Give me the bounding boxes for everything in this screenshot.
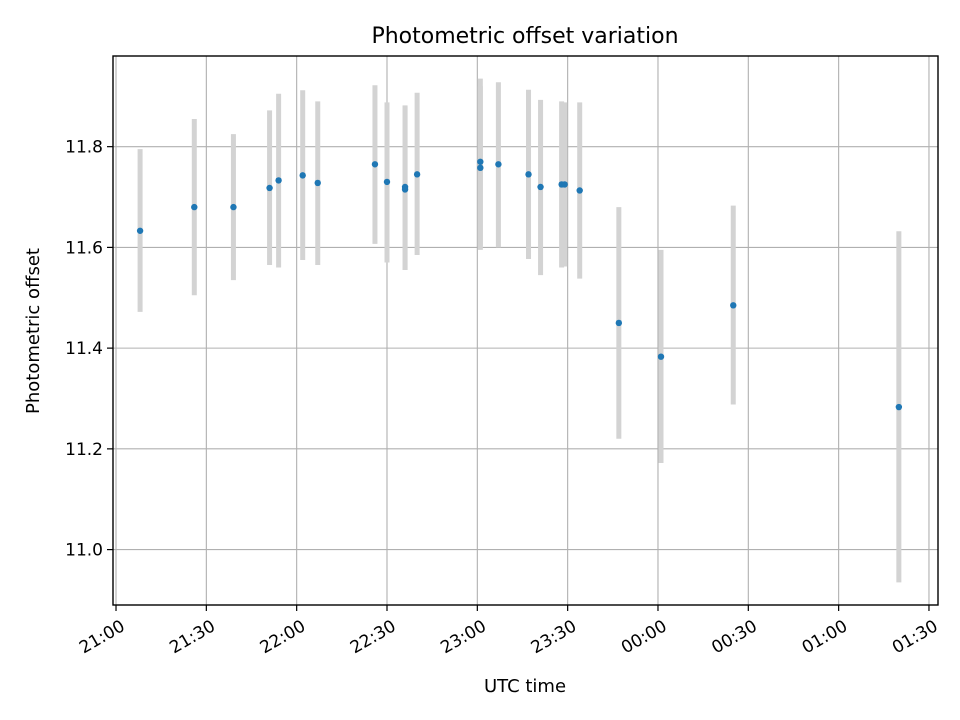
y-axis-label: Photometric offset bbox=[23, 248, 44, 414]
x-axis-ticks: 21:00 21:30 22:00 22:30 23:00 23:30 00:00 00:30… bbox=[76, 605, 941, 658]
x-gridlines bbox=[115, 56, 930, 605]
x-tick-label: 21:30 bbox=[166, 616, 218, 658]
y-axis-ticks: 11.0 11.2 11.4 11.6 11.8 bbox=[65, 138, 113, 561]
plot-frame bbox=[112, 55, 939, 606]
data-point bbox=[413, 171, 421, 178]
y-gridlines bbox=[113, 146, 938, 551]
error-bars bbox=[137, 78, 902, 583]
x-tick-label: 01:00 bbox=[799, 616, 851, 658]
x-tick-label: 22:30 bbox=[347, 616, 399, 658]
x-axis-label: UTC time bbox=[484, 676, 566, 697]
x-tick-label: 21:00 bbox=[76, 616, 128, 658]
data-point bbox=[477, 158, 484, 165]
data-point bbox=[615, 319, 623, 327]
y-tick-label: 11.4 bbox=[65, 339, 103, 359]
data-point bbox=[730, 302, 737, 309]
x-tick-label: 23:00 bbox=[437, 616, 489, 658]
data-point bbox=[895, 403, 903, 411]
x-tick-label: 23:30 bbox=[528, 616, 580, 658]
data-point bbox=[477, 164, 484, 172]
y-tick-label: 11.2 bbox=[65, 440, 103, 460]
x-tick-label: 22:00 bbox=[257, 616, 309, 658]
y-tick-label: 11.0 bbox=[65, 541, 103, 561]
data-points bbox=[136, 158, 903, 411]
data-point bbox=[401, 186, 409, 193]
data-point bbox=[314, 179, 321, 187]
data-point bbox=[371, 161, 379, 168]
x-tick-label: 00:00 bbox=[618, 616, 670, 658]
data-point bbox=[576, 187, 583, 194]
x-tick-label: 00:30 bbox=[708, 616, 760, 658]
data-point bbox=[495, 161, 502, 168]
chart-title: Photometric offset variation bbox=[371, 24, 678, 49]
data-point bbox=[136, 227, 144, 234]
data-point bbox=[383, 178, 391, 186]
data-point bbox=[299, 172, 306, 179]
data-point bbox=[525, 171, 532, 178]
data-point bbox=[191, 203, 198, 211]
data-point bbox=[230, 203, 237, 211]
data-point bbox=[537, 183, 544, 191]
y-tick-label: 11.6 bbox=[65, 238, 103, 258]
data-point bbox=[266, 184, 273, 192]
data-point bbox=[275, 177, 282, 184]
x-tick-label: 01:30 bbox=[889, 616, 941, 658]
y-tick-label: 11.8 bbox=[65, 138, 103, 158]
data-point bbox=[657, 353, 665, 360]
data-point bbox=[561, 181, 568, 188]
